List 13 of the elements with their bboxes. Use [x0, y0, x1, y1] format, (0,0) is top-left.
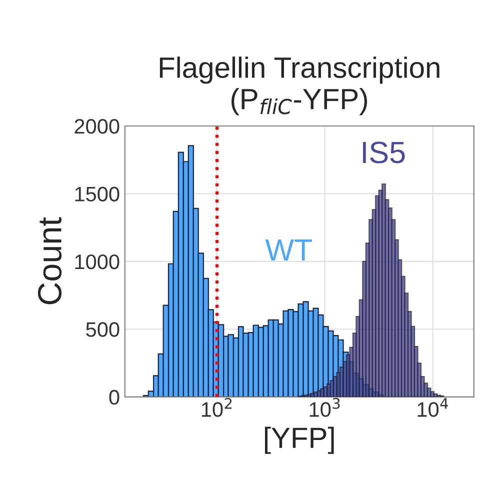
x-axis-title: [YFP] — [264, 426, 334, 454]
y-tick-label: 2000 — [74, 118, 120, 134]
y-tick-label: 1000 — [75, 254, 120, 270]
y-tick-label: 1500 — [75, 186, 120, 202]
y-tick-label: 0 — [109, 390, 120, 405]
y-axis-title: Count — [38, 217, 62, 304]
x-tick-label: 10$^{4}$ — [418, 398, 448, 417]
series-label: WT — [265, 240, 312, 261]
y-tick-label: 500 — [86, 322, 120, 337]
x-tick-label: 10$^{2}$ — [202, 398, 232, 417]
series-label: IS5 — [363, 142, 405, 164]
chart-title: Flagellin Transcription (P$_{fliC}$-YFP) — [160, 56, 440, 116]
x-tick-label: 10$^{3}$ — [310, 398, 340, 417]
